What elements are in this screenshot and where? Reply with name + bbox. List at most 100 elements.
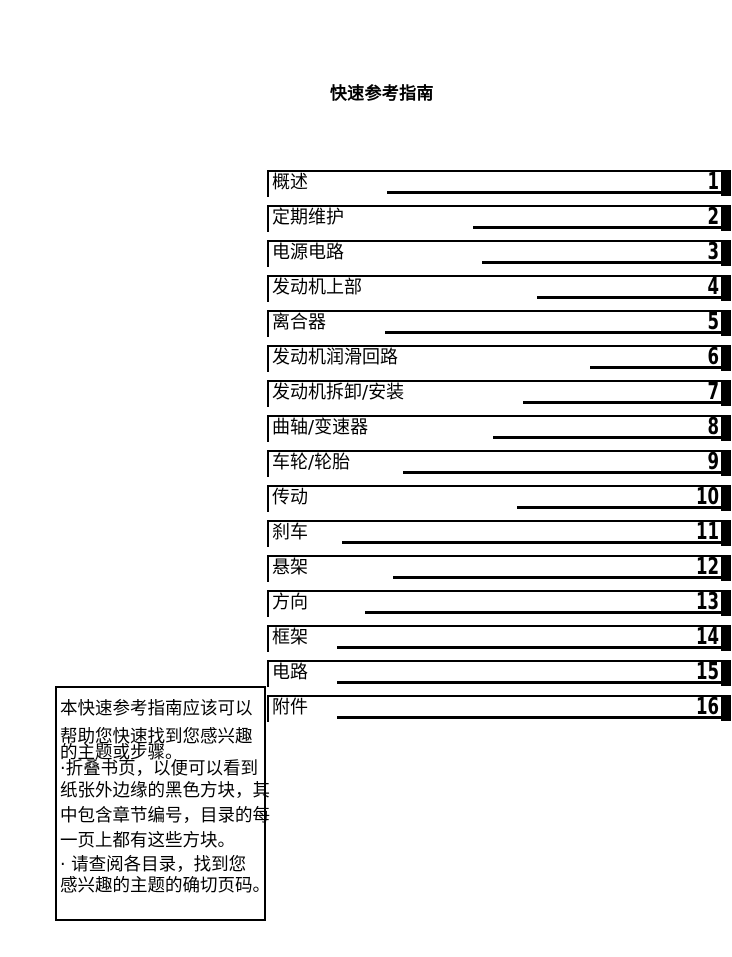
row-left-border <box>267 520 269 547</box>
row-top-border <box>267 625 722 627</box>
leader-line <box>493 436 722 439</box>
chapter-number: 9 <box>707 449 719 475</box>
leader-line <box>365 611 722 614</box>
leader-line <box>342 541 722 544</box>
info-box-line: 本快速参考指南应该可以 <box>60 699 253 719</box>
chapter-label: 刹车 <box>272 522 308 543</box>
chapter-tab-marker <box>721 240 731 266</box>
chapter-label: 悬架 <box>272 557 308 578</box>
chapter-number: 6 <box>707 344 719 370</box>
chapter-tab-marker <box>721 450 731 476</box>
row-left-border <box>267 625 269 652</box>
leader-line <box>385 331 722 334</box>
chapter-tab-marker <box>721 485 731 511</box>
chapter-row: 传动 10 <box>267 485 731 520</box>
row-top-border <box>267 485 722 487</box>
leader-line <box>337 646 722 649</box>
chapter-tab-marker <box>721 275 731 301</box>
chapter-number: 1 <box>707 169 719 195</box>
row-top-border <box>267 520 722 522</box>
info-box-line: 帮助您快速找到您感兴趣 <box>60 727 253 747</box>
chapter-tab-marker <box>721 310 731 336</box>
chapter-label: 发动机上部 <box>272 277 362 298</box>
info-box-line: 纸张外边缘的黑色方块，其 <box>60 781 270 801</box>
chapter-row: 发动机润滑回路 6 <box>267 345 731 380</box>
row-top-border <box>267 555 722 557</box>
row-left-border <box>267 205 269 232</box>
leader-line <box>482 261 722 264</box>
chapter-tab-marker <box>721 695 731 721</box>
row-left-border <box>267 590 269 617</box>
chapter-row: 框架 14 <box>267 625 731 660</box>
chapter-tab-marker <box>721 170 731 196</box>
row-top-border <box>267 275 722 277</box>
chapter-row: 电路 15 <box>267 660 731 695</box>
chapter-tab-marker <box>721 415 731 441</box>
chapter-number: 5 <box>707 309 719 335</box>
chapter-label: 发动机拆卸/安装 <box>272 382 405 403</box>
row-left-border <box>267 310 269 337</box>
leader-line <box>537 296 722 299</box>
chapter-tab-marker <box>721 555 731 581</box>
row-top-border <box>267 345 722 347</box>
row-top-border <box>267 660 722 662</box>
info-box-line: 一页上都有这些方块。 <box>60 831 235 851</box>
chapter-number: 7 <box>707 379 719 405</box>
row-top-border <box>267 240 722 242</box>
chapter-row: 概述 1 <box>267 170 731 205</box>
row-left-border <box>267 240 269 267</box>
chapter-label: 框架 <box>272 627 308 648</box>
page-title: 快速参考指南 <box>330 84 434 104</box>
row-left-border <box>267 380 269 407</box>
info-box-line: 的主题或步骤。 <box>60 743 183 763</box>
chapter-label: 定期维护 <box>272 207 344 228</box>
row-left-border <box>267 450 269 477</box>
chapter-label: 传动 <box>272 487 308 508</box>
row-left-border <box>267 660 269 687</box>
chapter-label: 发动机润滑回路 <box>272 347 398 368</box>
leader-line <box>590 366 722 369</box>
info-box-line: 中包含章节编号，目录的每 <box>60 806 270 826</box>
chapter-tab-marker <box>721 380 731 406</box>
leader-line <box>403 471 722 474</box>
leader-line <box>517 506 722 509</box>
row-left-border <box>267 415 269 442</box>
chapter-label: 车轮/轮胎 <box>272 452 351 473</box>
row-left-border <box>267 485 269 512</box>
leader-line <box>337 681 722 684</box>
chapter-label: 电路 <box>272 662 308 683</box>
chapter-number: 3 <box>707 239 719 265</box>
row-left-border <box>267 555 269 582</box>
info-box-line: ·折叠书页，以便可以看到 <box>60 759 259 779</box>
chapter-number: 2 <box>707 204 719 230</box>
info-box: 本快速参考指南应该可以 帮助您快速找到您感兴趣 的主题或步骤。 ·折叠书页，以便可以看… <box>55 686 270 921</box>
row-left-border <box>267 695 269 722</box>
leader-line <box>337 716 722 719</box>
chapter-row: 方向 13 <box>267 590 731 625</box>
info-box-line: · 请查阅各目录，找到您 <box>60 855 247 875</box>
chapter-number: 11 <box>695 519 719 545</box>
chapter-tab-marker <box>721 205 731 231</box>
chapter-row: 车轮/轮胎 9 <box>267 450 731 485</box>
chapter-number: 8 <box>707 414 719 440</box>
chapter-tab-marker <box>721 520 731 546</box>
chapter-number: 16 <box>695 694 719 720</box>
leader-line <box>523 401 722 404</box>
chapter-label: 离合器 <box>272 312 326 333</box>
chapter-row: 刹车 11 <box>267 520 731 555</box>
row-left-border <box>267 345 269 372</box>
info-box-line: 感兴趣的主题的确切页码。 <box>60 876 270 896</box>
row-top-border <box>267 310 722 312</box>
chapter-row: 悬架 12 <box>267 555 731 590</box>
chapter-number: 13 <box>695 589 719 615</box>
chapter-row: 发动机拆卸/安装 7 <box>267 380 731 415</box>
leader-line <box>387 191 722 194</box>
row-top-border <box>267 205 722 207</box>
chapter-number: 12 <box>695 554 719 580</box>
row-left-border <box>267 275 269 302</box>
chapter-tab-marker <box>721 345 731 371</box>
chapter-tab-marker <box>721 625 731 651</box>
row-top-border <box>267 170 722 172</box>
chapter-row: 离合器 5 <box>267 310 731 345</box>
